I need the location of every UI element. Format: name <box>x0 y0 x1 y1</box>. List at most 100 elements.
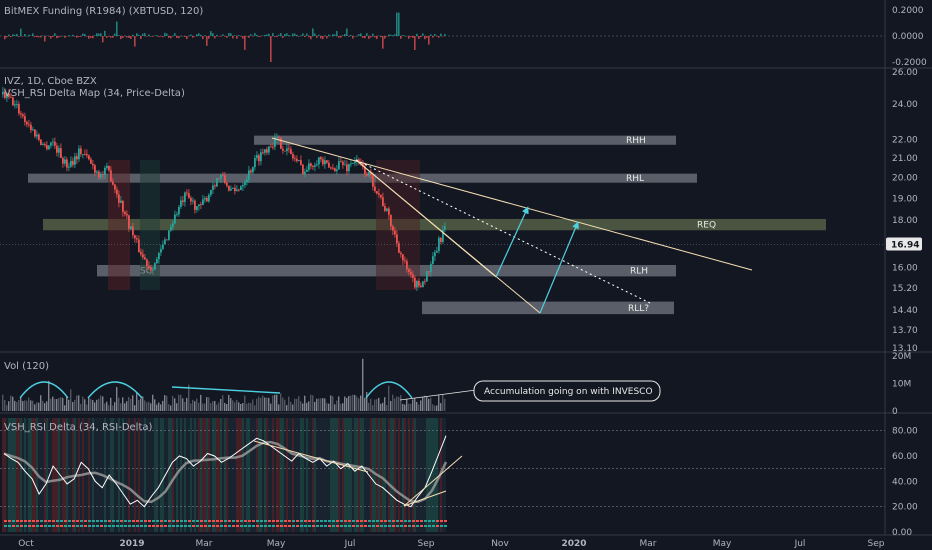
rsi-delta-column <box>372 418 374 532</box>
funding-pane <box>0 12 885 62</box>
volume-tick-label: 20M <box>892 352 911 362</box>
volume-bar <box>32 400 34 411</box>
volume-bar <box>74 399 76 411</box>
rsi-delta-column <box>112 418 114 532</box>
volume-bar <box>418 404 420 411</box>
rsi-dot <box>304 520 307 522</box>
price-tick-label: 18.00 <box>892 216 918 226</box>
candle-body <box>444 226 446 230</box>
funding-bar <box>362 36 364 39</box>
rsi-dot <box>408 525 411 527</box>
rsi-dot <box>316 525 319 527</box>
rsi-dot <box>260 520 263 522</box>
rsi-dot <box>276 520 279 522</box>
volume-bar <box>20 396 22 411</box>
volume-bar <box>82 396 84 411</box>
funding-bar <box>296 34 298 36</box>
funding-bar <box>426 36 428 38</box>
rsi-delta-column <box>86 418 88 532</box>
volume-bar <box>112 405 114 411</box>
rsi-delta-column <box>250 418 252 532</box>
candle-body <box>74 156 76 165</box>
price-symbol-title[interactable]: IVZ, 1D, Cboe BZX <box>4 76 97 87</box>
volume-bar <box>440 403 442 411</box>
volume-pane-title[interactable]: Vol (120) <box>4 361 49 372</box>
candle-body <box>394 230 396 235</box>
rsi-dot <box>116 525 119 527</box>
volume-bar <box>176 403 178 411</box>
funding-bar <box>330 35 332 37</box>
rsi-dot <box>128 525 131 527</box>
rsi-delta-column <box>122 418 124 532</box>
rsi-dot <box>104 520 107 522</box>
rsi-dot <box>384 520 387 522</box>
rsi-dot <box>336 520 339 522</box>
volume-trendline <box>171 386 281 394</box>
funding-bar <box>444 33 446 36</box>
candle-body <box>164 239 166 245</box>
candle-body <box>442 229 444 243</box>
rsi-delta-column <box>310 418 312 532</box>
candle-body <box>410 272 412 275</box>
candle-body <box>414 277 416 288</box>
time-scale[interactable]: Oct 2019 Mar May Jul Sep Nov 2020 Mar May Jul Sep <box>18 539 885 549</box>
rsi-delta-column <box>168 418 170 532</box>
rsi-delta-column <box>302 418 304 532</box>
zone-rhh <box>254 135 676 145</box>
funding-bar <box>18 36 20 37</box>
rsi-dot <box>208 520 211 522</box>
volume-pane: Accumulation going on with INVESCO <box>2 358 661 411</box>
candle-body <box>178 206 180 215</box>
rsi-dot <box>36 520 39 522</box>
rsi-delta-column <box>282 418 284 532</box>
funding-bar <box>50 36 52 39</box>
candle-body <box>244 182 246 186</box>
volume-bar <box>322 398 324 411</box>
volume-bar <box>54 398 56 411</box>
candle-body <box>72 160 74 165</box>
rsi-delta-column <box>436 418 438 532</box>
rsi-delta-column <box>324 418 326 532</box>
rsi-dot <box>124 520 127 522</box>
rsi-pane-title[interactable]: VSH_RSI Delta (34, RSI-Delta) <box>4 422 153 433</box>
rsi-delta-column <box>262 418 264 532</box>
rsi-dot <box>24 520 27 522</box>
funding-bar <box>294 33 296 36</box>
rsi-dot <box>344 520 347 522</box>
rsi-delta-column <box>162 418 164 532</box>
rsi-dot <box>68 520 71 522</box>
rsi-dot <box>420 525 423 527</box>
rsi-delta-column <box>134 418 136 532</box>
rsi-dot <box>252 520 255 522</box>
candle-body <box>392 226 394 231</box>
rsi-dot <box>312 520 315 522</box>
rsi-dot <box>108 520 111 522</box>
time-tick-label: Jul <box>344 539 356 549</box>
rsi-dot <box>432 520 435 522</box>
last-price-value: 16.94 <box>891 240 919 250</box>
rsi-delta-column <box>186 418 188 532</box>
rsi-delta-column <box>106 418 108 532</box>
candle-body <box>294 158 296 159</box>
rsi-dot <box>144 520 147 522</box>
candle-body <box>28 124 30 126</box>
candle-body <box>376 191 378 194</box>
rsi-dot <box>92 525 95 527</box>
funding-bar <box>30 35 32 36</box>
rsi-dot <box>432 525 435 527</box>
rsi-delta-column <box>20 418 22 532</box>
price-indicator-title[interactable]: VSH_RSI Delta Map (34, Price-Delta) <box>4 88 185 99</box>
rsi-delta-column <box>352 418 354 532</box>
funding-bar <box>94 35 96 36</box>
funding-bar <box>138 34 140 36</box>
rsi-delta-column <box>426 418 428 532</box>
rsi-delta-column <box>430 418 432 532</box>
volume-bar <box>444 398 446 411</box>
volume-bar <box>104 403 106 411</box>
rsi-delta-column <box>198 418 200 532</box>
rsi-delta-column <box>358 418 360 532</box>
rsi-dot <box>144 525 147 527</box>
